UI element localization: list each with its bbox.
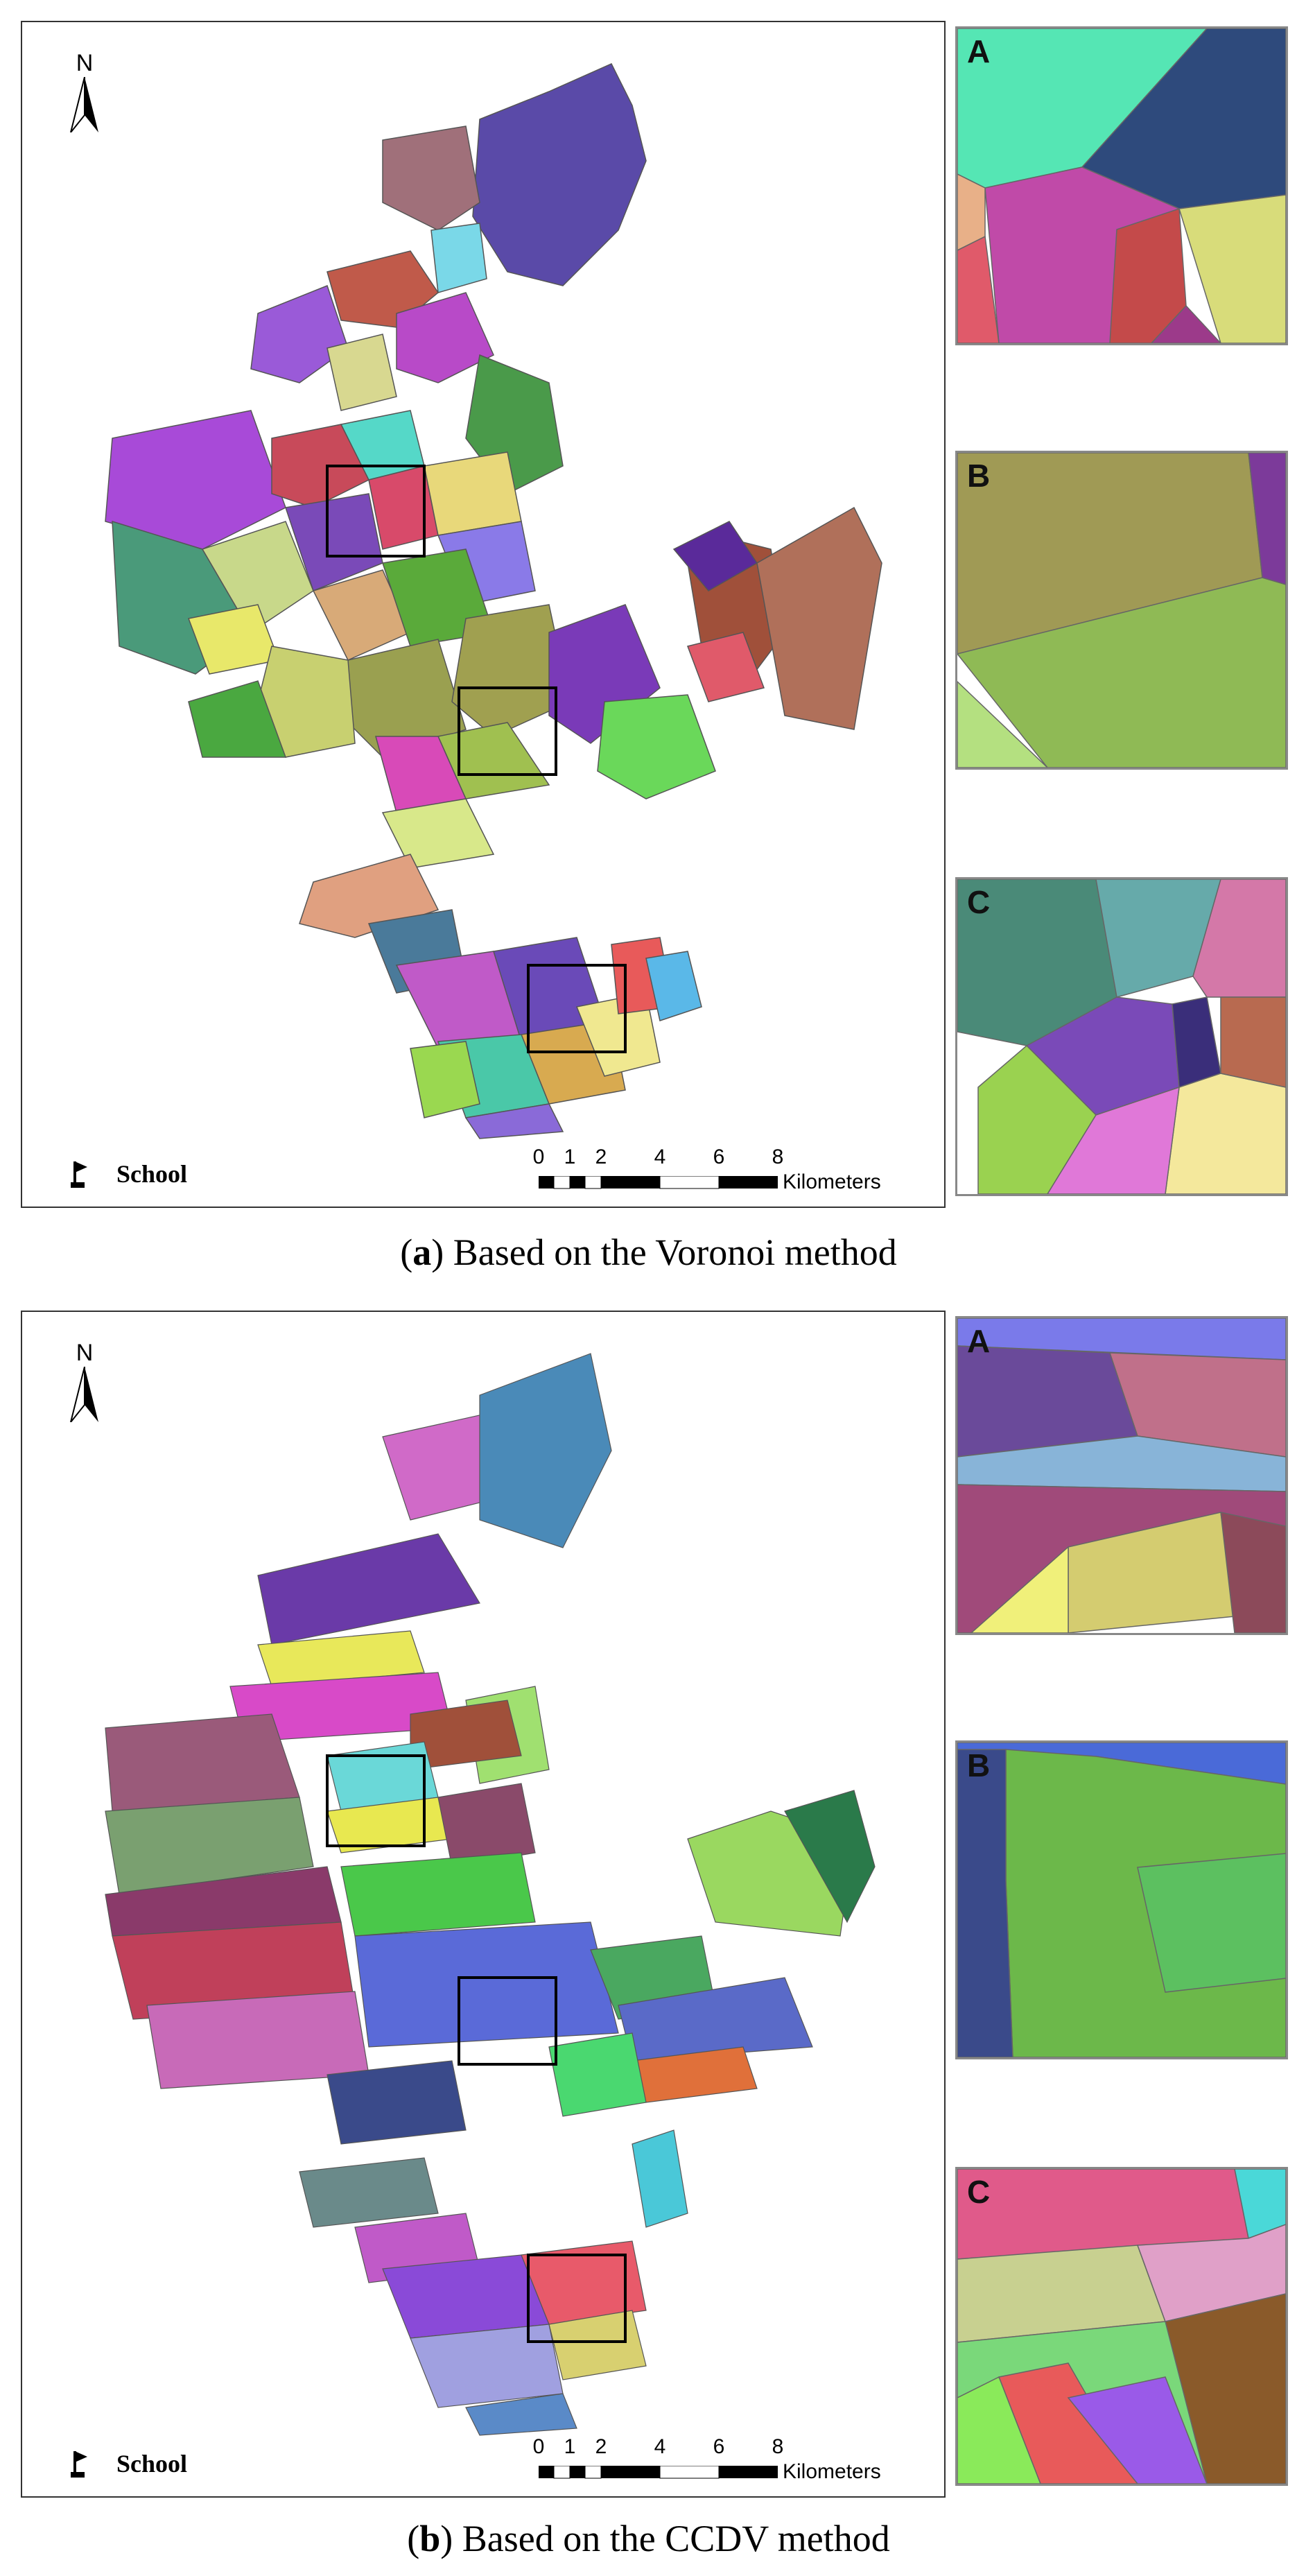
north-label: N	[76, 1340, 94, 1366]
ccdv-inset-a-map	[957, 1318, 1286, 1633]
scale-unit: Kilometers	[783, 2460, 881, 2483]
school-flag-icon	[71, 2451, 87, 2478]
inset-label: A	[967, 1323, 991, 1359]
inset-label: C	[967, 884, 991, 920]
inset-cell	[1150, 304, 1222, 343]
inset-cell	[1220, 1512, 1286, 1633]
scale-bar: 0 1 2 4 6 8 Kilometers	[533, 1146, 885, 1201]
inset-cell	[1248, 453, 1286, 585]
ccdv-inset-c-map	[957, 2169, 1286, 2484]
scale-tick: 8	[772, 1146, 784, 1168]
inset-label: A	[967, 33, 991, 69]
inset-cell	[1136, 2224, 1286, 2322]
scale-ticks: 0 1 2 4 6 8	[533, 1146, 885, 1170]
ccdv-focus-box-c	[527, 2254, 627, 2343]
inset-cell	[957, 1435, 1286, 1492]
north-arrow-icon	[70, 77, 98, 132]
inset-label: C	[967, 2174, 991, 2210]
caption-text: ) Based on the Voronoi method	[431, 1231, 897, 1273]
inset-cell	[1165, 1073, 1286, 1194]
scale-bar: 0 1 2 4 6 8 Kilometers	[533, 2435, 885, 2491]
caption-a: (a) Based on the Voronoi method	[0, 1231, 1297, 1274]
ccdv-inset-b: B	[955, 1740, 1288, 2059]
caption-text: ) Based on the CCDV method	[440, 2518, 890, 2559]
inset-cell	[957, 1749, 1013, 2057]
scale-tick: 6	[713, 2435, 725, 2458]
scale-bar-graphic	[539, 2466, 778, 2479]
voronoi-inset-b-map	[957, 453, 1286, 768]
scale-ticks: 0 1 2 4 6 8	[533, 2435, 885, 2460]
scale-unit: Kilometers	[783, 1170, 881, 1193]
inset-cell	[1220, 996, 1286, 1088]
voronoi-focus-box-c	[527, 964, 627, 1053]
scale-tick: 2	[595, 2435, 607, 2458]
legend-label: School	[116, 2450, 188, 2478]
voronoi-inset-a-map	[957, 28, 1286, 343]
inset-cell	[957, 173, 986, 251]
voronoi-inset-a: A	[955, 26, 1288, 345]
ccdv-inset-c: C	[955, 2167, 1288, 2486]
inset-cell	[957, 577, 1286, 768]
ccdv-inset-a: A	[955, 1316, 1288, 1635]
inset-cell	[1192, 879, 1286, 998]
scale-tick: 8	[772, 2435, 784, 2458]
ccdv-focus-box-a	[326, 1754, 426, 1847]
scale-tick: 1	[564, 1146, 576, 1168]
scale-tick: 0	[532, 1146, 545, 1168]
inset-cell	[1172, 996, 1221, 1089]
voronoi-inset-b: B	[955, 451, 1288, 770]
north-arrow: N	[64, 1340, 105, 1422]
scale-tick: 4	[654, 1146, 666, 1168]
ccdv-focus-box-b	[458, 1976, 557, 2066]
voronoi-focus-box-b	[458, 686, 557, 776]
inset-cell	[970, 1546, 1069, 1633]
inset-cell	[957, 2376, 1041, 2484]
scale-tick: 2	[595, 1146, 607, 1168]
inset-label: B	[967, 1747, 991, 1783]
inset-cell	[1108, 1352, 1286, 1458]
ccdv-inset-b-map	[957, 1743, 1286, 2057]
inset-cell	[1067, 2376, 1208, 2484]
legend: School	[71, 1159, 187, 1188]
legend-label: School	[116, 1160, 188, 1188]
inset-cell	[1234, 2169, 1286, 2240]
scale-bar-graphic	[539, 1176, 778, 1189]
voronoi-inset-c-map	[957, 879, 1286, 1194]
caption-b: (b) Based on the CCDV method	[0, 2517, 1297, 2560]
north-arrow-icon	[70, 1367, 98, 1422]
inset-cell	[1178, 194, 1286, 343]
ccdv-map-frame: N School 0 1 2 4 6 8 Kilometers	[21, 1311, 946, 2498]
voronoi-map-frame: N School 0 1 2 4 6 8 Kilometers	[21, 21, 946, 1208]
ccdv-study-area-map	[105, 1353, 876, 2436]
scale-tick: 0	[532, 2435, 545, 2458]
inset-cell	[1047, 1086, 1180, 1194]
north-label: N	[76, 50, 94, 76]
caption-letter: b	[419, 2518, 441, 2559]
scale-tick: 6	[713, 1146, 725, 1168]
caption-paren: (	[407, 2518, 420, 2559]
north-arrow: N	[64, 50, 105, 132]
scale-tick: 1	[564, 2435, 576, 2458]
voronoi-study-area-map	[105, 63, 882, 1139]
scale-tick: 4	[654, 2435, 666, 2458]
school-flag-icon	[71, 1161, 87, 1188]
caption-paren: (	[400, 1231, 413, 1273]
legend: School	[71, 2449, 187, 2478]
voronoi-inset-c: C	[955, 877, 1288, 1196]
voronoi-focus-box-a	[326, 465, 426, 557]
inset-cell	[1137, 1853, 1286, 1993]
caption-letter: a	[412, 1231, 432, 1273]
inset-label: B	[967, 458, 991, 494]
inset-cell	[957, 680, 1049, 768]
